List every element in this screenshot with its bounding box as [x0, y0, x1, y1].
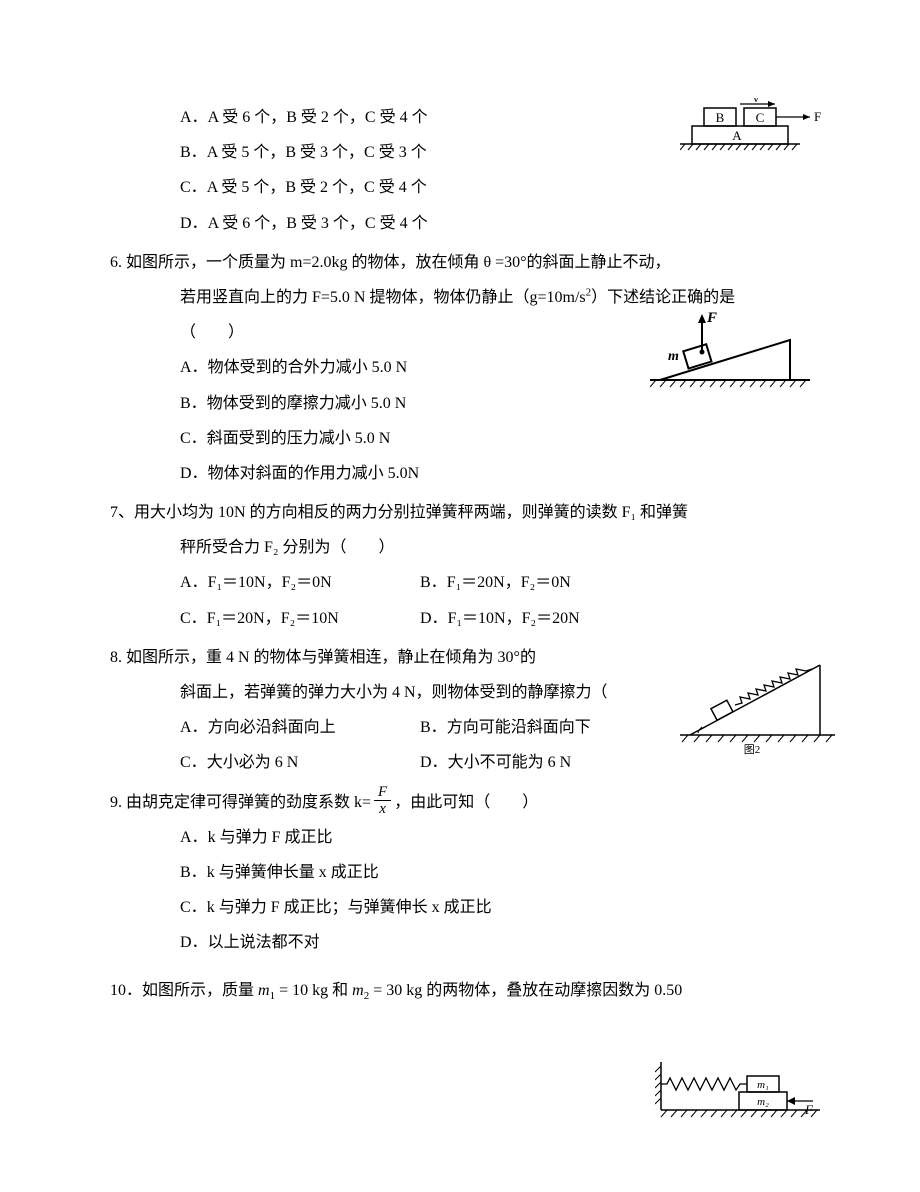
q5-opt-b-text: A 受 5 个，B 受 3 个，C 受 3 个 [207, 144, 427, 161]
q6-opt-b: 物体受到的摩擦力减小 5.0 N [207, 395, 407, 412]
q8-num: 8. [110, 649, 122, 666]
q9-opt-c: k 与弹力 F 成正比；与弹簧伸长 x 成正比 [207, 899, 492, 916]
q10-diagram: m₁ m₂ F [655, 1062, 825, 1122]
q5-option-c: C．A 受 5 个，B 受 2 个，C 受 4 个 [180, 170, 810, 205]
q7-text-l2: 秤所受合力 F₂ 分别为（ ） [110, 530, 810, 565]
q10-m2: m [352, 982, 364, 999]
q5-opt-a-text: A 受 6 个，B 受 2 个，C 受 4 个 [208, 109, 428, 126]
q9-frac-num: F [374, 784, 391, 802]
q8-opt-b: 方向可能沿斜面向下 [447, 719, 591, 736]
q10-m1: m [258, 982, 270, 999]
q7-options: A．F₁＝10N，F₂＝0NB．F₁＝20N，F₂＝0N C．F₁＝20N，F₂… [110, 565, 810, 635]
q10-text-b: 的两物体，叠放在动摩擦因数为 0.50 [422, 982, 682, 999]
q10-eq1: = 10 kg [275, 982, 328, 999]
q8-opt-c: 大小必为 6 N [207, 754, 299, 771]
q10-and: 和 [328, 982, 352, 999]
q10-m2-label: m₂ [757, 1096, 769, 1108]
q6-text-l2a: 若用竖直向上的力 F=5.0 N 提物体，物体仍静止（g=10m/s [180, 289, 586, 306]
q6-num: 6. [110, 254, 122, 271]
q6-force-label: F [706, 310, 717, 326]
q8-caption: 图2 [744, 743, 761, 755]
q5-opt-d-text: A 受 6 个，B 受 3 个，C 受 4 个 [208, 215, 428, 232]
q8-opt-d: 大小不可能为 6 N [448, 754, 572, 771]
q10-text-a: 如图所示，质量 [142, 982, 258, 999]
q9-opt-b: k 与弹簧伸长量 x 成正比 [207, 864, 379, 881]
q9: 9. 由胡克定律可得弹簧的劲度系数 k=Fx，由此可知（ ） A．k 与弹力 F… [110, 785, 810, 961]
q9-text-a: 由胡克定律可得弹簧的劲度系数 k= [126, 794, 371, 811]
q10: 10．如图所示，质量 m1 = 10 kg 和 m2 = 30 kg 的两物体，… [110, 973, 810, 1008]
q10-eq2: = 30 kg [369, 982, 422, 999]
block-a-label: A [732, 128, 742, 143]
q6-mass-label: m [668, 349, 679, 364]
q6-opt-d: 物体对斜面的作用力减小 5.0N [208, 465, 420, 482]
block-c-label: C [756, 110, 765, 125]
q6-text-l1: 如图所示，一个质量为 m=2.0kg 的物体，放在倾角 θ =30°的斜面上静止… [126, 254, 671, 271]
q6-opt-c: 斜面受到的压力减小 5.0 N [207, 430, 391, 447]
q7: 7、用大小均为 10N 的方向相反的两力分别拉弹簧秤两端，则弹簧的读数 F₁ 和… [110, 495, 810, 636]
q7-opt-a: F₁＝10N，F₂＝0N [208, 574, 332, 591]
q9-text-b: ，由此可知（ ） [394, 794, 538, 811]
q7-opt-d: F₁＝10N，F₂＝20N [448, 610, 580, 627]
q6-opt-a: 物体受到的合外力减小 5.0 N [208, 359, 408, 376]
q8-diagram: 图2 [680, 655, 840, 755]
block-b-label: B [716, 110, 725, 125]
q10-m1-label: m₁ [757, 1079, 769, 1091]
q7-opt-b: F₁＝20N，F₂＝0N [447, 574, 571, 591]
q6-diagram: F m [650, 310, 815, 395]
q7-opt-c: F₁＝20N，F₂＝10N [207, 610, 339, 627]
q8-opt-a: 方向必沿斜面向上 [208, 719, 336, 736]
force-f-label: F [814, 109, 821, 124]
q5-option-d: D．A 受 6 个，B 受 3 个，C 受 4 个 [180, 206, 810, 241]
q7-num: 7、 [110, 504, 134, 521]
q10-num: 10． [110, 982, 142, 999]
q9-opt-a: k 与弹力 F 成正比 [208, 829, 333, 846]
q5-opt-c-text: A 受 5 个，B 受 2 个，C 受 4 个 [207, 179, 427, 196]
q8-text-l1: 如图所示，重 4 N 的物体与弹簧相连，静止在倾角为 30°的 [126, 649, 536, 666]
q6-text-l2b: ）下述结论正确的是 [591, 289, 735, 306]
q9-num: 9. [110, 794, 122, 811]
q9-options: A．k 与弹力 F 成正比 B．k 与弹簧伸长量 x 成正比 C．k 与弹力 F… [110, 820, 810, 961]
q9-fraction: Fx [374, 784, 391, 818]
q5-diagram: v A B C F [680, 98, 830, 158]
q7-text-l1: 用大小均为 10N 的方向相反的两力分别拉弹簧秤两端，则弹簧的读数 F₁ 和弹簧 [134, 504, 688, 521]
q9-frac-den: x [374, 801, 391, 818]
q9-opt-d: 以上说法都不对 [208, 934, 320, 951]
velocity-label: v [753, 98, 759, 105]
